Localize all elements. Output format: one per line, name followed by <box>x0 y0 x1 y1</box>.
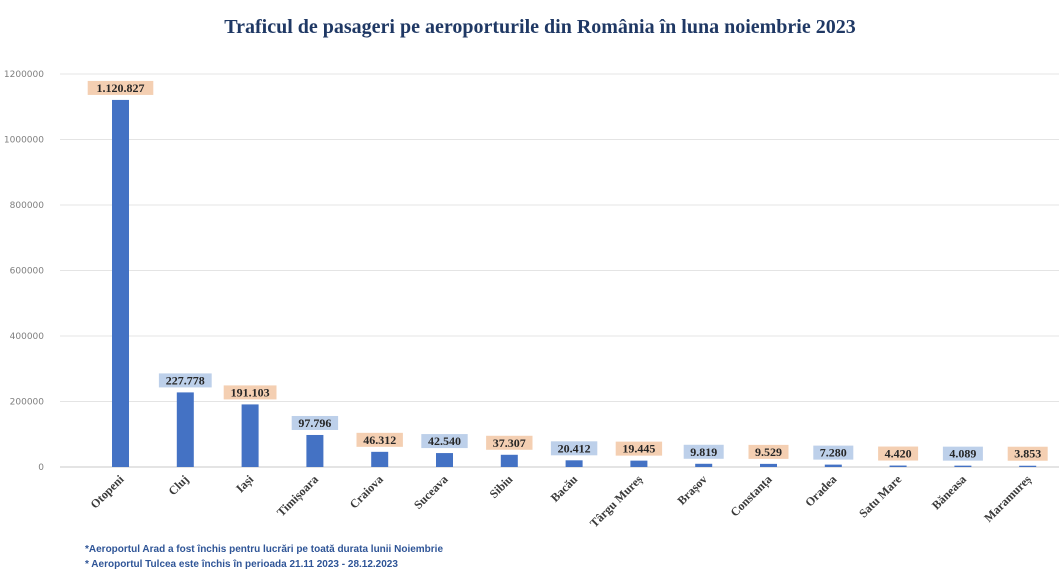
data-label: 9.819 <box>690 445 717 459</box>
x-tick-label: Maramureș <box>981 472 1035 526</box>
bar <box>630 460 648 467</box>
footnotes: *Aeroportul Arad a fost închis pentru lu… <box>85 542 443 572</box>
x-tick-label: Sibiu <box>487 472 516 501</box>
data-label: 9.529 <box>755 445 782 459</box>
data-label-background <box>942 446 983 461</box>
x-tick-label: Otopeni <box>87 472 127 512</box>
x-tick-label: Oradea <box>802 472 839 509</box>
data-label: 97.796 <box>298 416 331 430</box>
y-tick-label: 200000 <box>10 398 45 408</box>
data-label: 4.089 <box>949 447 976 461</box>
data-label-background <box>550 441 598 456</box>
x-tick-label: Craiova <box>347 472 386 511</box>
x-tick-label: Timișoara <box>274 472 322 520</box>
footnote-arad: *Aeroportul Arad a fost închis pentru lu… <box>85 544 444 555</box>
y-tick-label: 0 <box>38 463 44 473</box>
data-label: 1.120.827 <box>97 81 145 95</box>
data-label: 4.420 <box>885 447 912 461</box>
data-label-background <box>356 432 403 447</box>
bar <box>760 463 777 467</box>
x-tick-label: Constanța <box>727 472 775 520</box>
bar <box>1019 465 1037 467</box>
y-tick-label: 800000 <box>10 201 45 211</box>
bar <box>112 99 129 467</box>
bar <box>436 453 453 467</box>
data-label-background <box>291 415 339 430</box>
x-tick-label: Suceava <box>411 472 451 512</box>
data-label: 191.103 <box>231 385 270 399</box>
bar <box>954 465 972 467</box>
data-label: 7.280 <box>820 446 847 460</box>
x-tick-label: Cluj <box>165 472 191 498</box>
data-label-background <box>1007 446 1048 461</box>
x-axis-ticks: Otopeni Cluj Iași Timișoara Craiova Suceava Si… <box>87 472 1035 531</box>
bar <box>565 460 583 467</box>
data-label: 46.312 <box>363 433 396 447</box>
y-tick-label: 400000 <box>10 332 45 342</box>
y-tick-label: 600000 <box>10 267 45 277</box>
data-label: 19.445 <box>622 442 655 456</box>
bar <box>176 392 194 467</box>
gridlines <box>60 73 1059 468</box>
data-label-background <box>486 435 533 450</box>
x-tick-label: Iași <box>233 472 257 496</box>
footnote-tulcea: * Aeroportul Tulcea este închis în perio… <box>85 559 398 570</box>
x-tick-label: Târgu Mureș <box>587 472 646 531</box>
bars <box>112 99 1037 467</box>
y-tick-label: 1200000 <box>4 70 44 80</box>
bar <box>695 463 713 467</box>
x-tick-label: Satu Mare <box>856 472 905 521</box>
data-label-background <box>87 80 154 95</box>
data-label: 227.778 <box>166 373 205 387</box>
data-label: 20.412 <box>558 441 591 455</box>
y-tick-label: 1000000 <box>4 136 44 146</box>
data-label-background <box>421 434 468 449</box>
data-labels: 1.120.827 227.778 191.103 97.796 46.312 42.54… <box>87 80 1048 461</box>
y-axis-ticks: 0 200000 400000 600000 800000 1000000 1200000 <box>4 70 44 473</box>
bar <box>824 464 842 467</box>
data-label: 42.540 <box>428 434 461 448</box>
bar <box>889 465 907 467</box>
x-tick-label: Băneasa <box>929 472 969 512</box>
chart-title: Traficul de pasageri pe aeroporturile di… <box>224 16 856 38</box>
data-label-background <box>748 444 789 459</box>
data-label-background <box>158 373 212 388</box>
bar <box>371 451 389 467</box>
data-label-background <box>615 441 663 456</box>
data-label-background <box>878 446 919 461</box>
data-label-background <box>223 385 277 400</box>
x-tick-label: Bacău <box>548 472 581 505</box>
data-label-background <box>683 444 724 459</box>
bar <box>241 404 259 467</box>
bar <box>500 454 518 467</box>
data-label: 3.853 <box>1014 447 1041 461</box>
x-tick-label: Brașov <box>674 472 710 508</box>
bar <box>306 434 324 467</box>
data-label: 37.307 <box>493 436 526 450</box>
data-label-background <box>813 445 854 460</box>
